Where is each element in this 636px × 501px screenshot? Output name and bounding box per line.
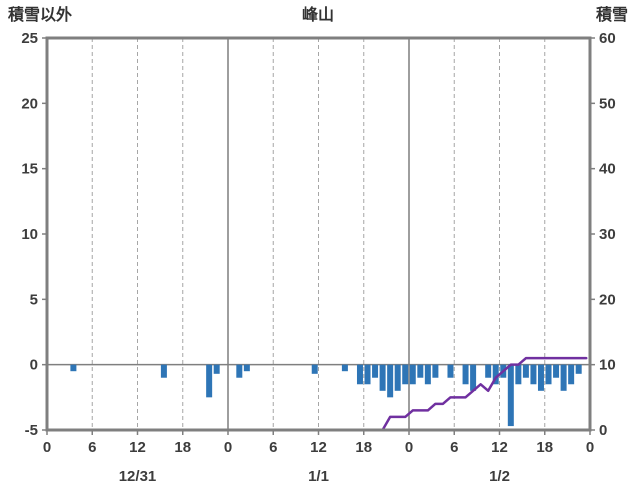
right-tick-label: 50 (599, 95, 616, 112)
hour-tick-label: 0 (586, 439, 594, 456)
precip-bar (206, 364, 213, 398)
precip-bar (545, 364, 552, 385)
precip-bar (537, 364, 544, 391)
hour-tick-label: 12 (491, 439, 508, 456)
precip-bar (507, 364, 514, 427)
left-tick-label: 20 (21, 95, 38, 112)
hour-tick-label: 0 (224, 439, 232, 456)
hour-tick-label: 0 (405, 439, 413, 456)
precip-bar (364, 364, 371, 385)
precip-bar (515, 364, 522, 385)
left-tick-label: 0 (30, 357, 38, 374)
precip-bar (387, 364, 394, 398)
precip-bar (470, 364, 477, 391)
left-tick-label: 5 (30, 291, 38, 308)
precip-bar (492, 364, 499, 385)
right-axis-title: 積雪 (595, 5, 628, 24)
left-tick-label: 10 (21, 226, 38, 243)
precip-bar (417, 364, 424, 378)
precip-bar (553, 364, 560, 378)
right-tick-label: 40 (599, 161, 616, 178)
precip-bar (70, 364, 77, 372)
date-label: 12/31 (119, 468, 157, 485)
hour-tick-label: 0 (43, 439, 51, 456)
date-label: 1/1 (308, 468, 329, 485)
precip-bar (424, 364, 431, 385)
hour-tick-label: 12 (129, 439, 146, 456)
hour-tick-label: 6 (269, 439, 277, 456)
precip-bar (462, 364, 469, 385)
precip-bar (160, 364, 167, 378)
hour-tick-label: 6 (88, 439, 96, 456)
precip-bar (485, 364, 492, 378)
precip-bar (311, 364, 318, 374)
precip-bar (356, 364, 363, 385)
hour-tick-label: 6 (450, 439, 458, 456)
precip-bar (560, 364, 567, 391)
left-tick-label: 15 (21, 161, 38, 178)
left-tick-label: -5 (25, 422, 38, 439)
precip-bar (409, 364, 416, 385)
precip-bar (341, 364, 348, 372)
precip-bar (394, 364, 401, 391)
precip-bar (575, 364, 582, 374)
chart-title: 峰山 (302, 5, 334, 24)
precip-bar (530, 364, 537, 385)
left-tick-label: 25 (21, 30, 38, 47)
hour-tick-label: 12 (310, 439, 327, 456)
precip-bar (522, 364, 529, 378)
precip-bar (236, 364, 243, 378)
hour-tick-label: 18 (536, 439, 553, 456)
right-tick-label: 20 (599, 291, 616, 308)
precip-bar (568, 364, 575, 385)
precip-bar (432, 364, 439, 378)
right-tick-label: 30 (599, 226, 616, 243)
precip-bar (372, 364, 379, 378)
left-axis-title: 積雪以外 (7, 5, 72, 24)
hour-tick-label: 18 (174, 439, 191, 456)
precip-bar (447, 364, 454, 378)
precip-bar (379, 364, 386, 391)
hour-tick-label: 18 (355, 439, 372, 456)
right-tick-label: 10 (599, 357, 616, 374)
precip-bar (402, 364, 409, 385)
precip-bar (213, 364, 220, 374)
precip-bar (243, 364, 250, 372)
right-tick-label: 0 (599, 422, 607, 439)
date-label: 1/2 (489, 468, 510, 485)
right-tick-label: 60 (599, 30, 616, 47)
